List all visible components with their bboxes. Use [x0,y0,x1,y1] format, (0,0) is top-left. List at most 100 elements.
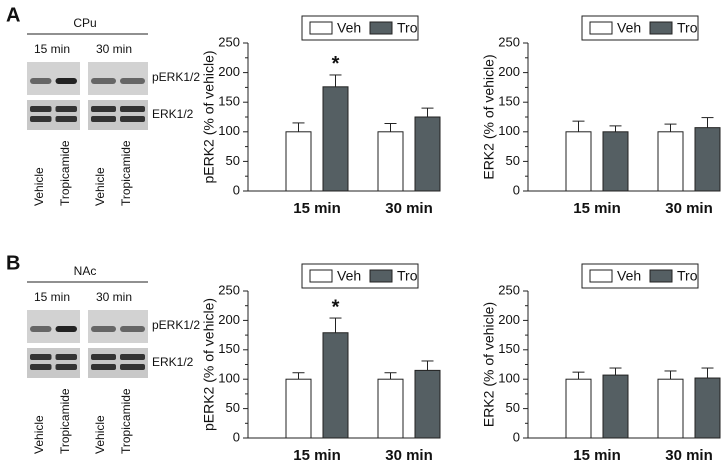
band [30,326,52,332]
band [55,116,77,122]
region-label: NAc [74,264,97,278]
lane-label: Tropicamide [58,140,72,206]
y-axis-label: pERK2 (% of vehicle) [201,50,217,183]
y-tick-label: 250 [498,282,520,297]
bar [377,131,404,192]
band [91,106,116,112]
bar [694,127,721,192]
x-tick-label: 30 min [665,200,713,217]
y-tick-label: 100 [498,371,520,386]
legend-label: Veh [337,268,361,284]
x-tick-label: 30 min [665,447,713,464]
band-label: ERK1/2 [152,107,194,121]
band [55,364,77,370]
x-tick-label: 15 min [293,447,341,464]
legend-label: Veh [337,20,361,36]
y-tick-label: 200 [498,312,520,327]
band [120,116,145,122]
bar [377,378,404,439]
band-label: pERK1/2 [152,70,200,84]
band [120,106,145,112]
band [91,354,116,360]
y-tick-label: 0 [513,429,520,444]
bar [565,131,592,192]
legend-label: Veh [617,20,641,36]
band [91,78,116,84]
legend-swatch [649,269,673,283]
legend-label: Veh [617,268,641,284]
legend-swatch [589,21,613,35]
band [120,354,145,360]
band [120,364,145,370]
band [55,78,77,84]
y-tick-label: 50 [506,400,520,415]
legend-swatch [369,269,393,283]
y-tick-label: 150 [498,341,520,356]
legend-label: Tro [677,20,698,36]
band [30,364,52,370]
x-tick-label: 15 min [573,447,621,464]
panel-letter: B [6,252,20,274]
bar [414,369,441,439]
y-tick-label: 0 [233,182,240,197]
time-label: 30 min [96,290,132,304]
y-tick-label: 250 [218,34,240,49]
y-tick-label: 250 [498,34,520,49]
band-label: pERK1/2 [152,318,200,332]
y-tick-label: 200 [218,312,240,327]
x-tick-label: 30 min [385,200,433,217]
time-label: 15 min [34,42,70,56]
band [120,78,145,84]
band [91,326,116,332]
x-tick-label: 30 min [385,447,433,464]
time-label: 15 min [34,290,70,304]
lane-label: Vehicle [93,415,107,454]
lane-label: Tropicamide [119,140,133,206]
blot [27,348,80,378]
bar [694,377,721,439]
band [30,106,52,112]
y-tick-label: 100 [218,371,240,386]
legend-label: Tro [397,20,418,36]
region-label: CPu [73,16,96,30]
y-tick-label: 150 [498,94,520,109]
x-tick-label: 15 min [573,200,621,217]
y-tick-label: 100 [498,123,520,138]
y-tick-label: 150 [218,341,240,356]
time-label: 30 min [96,42,132,56]
y-tick-label: 50 [226,153,240,168]
bar [285,378,312,439]
significance-label: * [332,53,340,75]
bar [322,86,349,192]
bar [414,116,441,192]
y-axis-label: ERK2 (% of vehicle) [481,302,497,427]
blot [88,100,148,130]
legend-swatch [589,269,613,283]
band [55,326,77,332]
bar [602,374,629,439]
bar [285,131,312,192]
y-tick-label: 0 [233,429,240,444]
y-tick-label: 0 [513,182,520,197]
x-tick-label: 15 min [293,200,341,217]
legend-swatch [309,21,333,35]
band [30,354,52,360]
y-tick-label: 150 [218,94,240,109]
significance-label: * [332,296,340,318]
y-axis-label: ERK2 (% of vehicle) [481,54,497,179]
band [55,106,77,112]
legend-label: Tro [397,268,418,284]
legend-swatch [649,21,673,35]
lane-label: Tropicamide [58,388,72,454]
bar [657,131,684,192]
y-axis-label: pERK2 (% of vehicle) [201,298,217,431]
y-tick-label: 250 [218,282,240,297]
blot [27,100,80,130]
panel-letter: A [6,4,20,26]
band [30,116,52,122]
bar [657,378,684,439]
band [120,326,145,332]
y-tick-label: 200 [218,64,240,79]
bar [565,378,592,439]
